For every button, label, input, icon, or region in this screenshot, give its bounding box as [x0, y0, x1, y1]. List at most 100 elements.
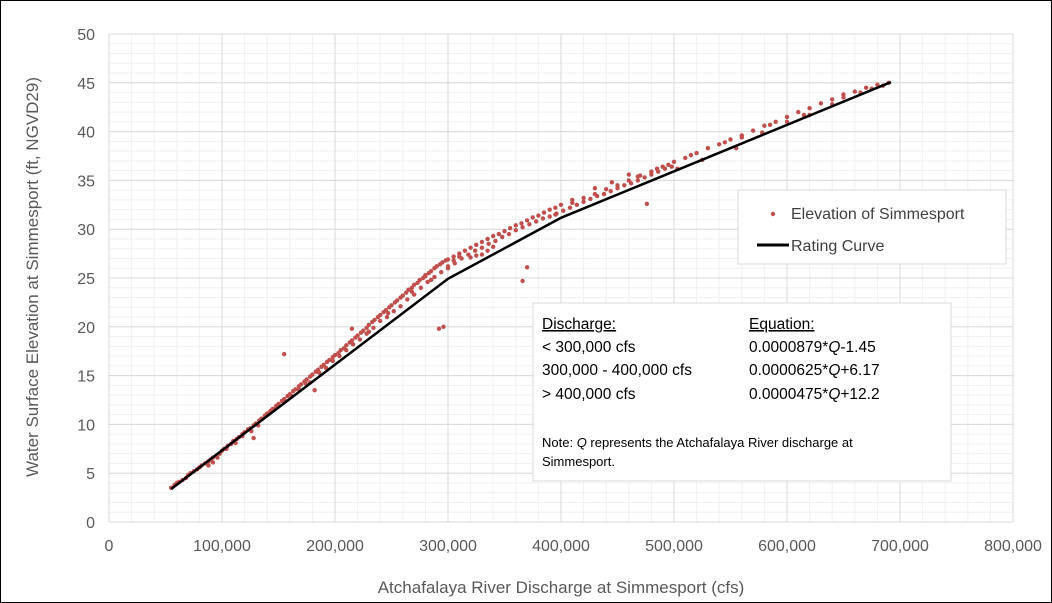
data-point	[312, 388, 317, 393]
data-point	[349, 326, 355, 331]
data-point	[541, 210, 547, 215]
data-point	[567, 205, 573, 210]
range-row-1: < 300,000 cfs	[542, 339, 636, 356]
y-axis-tick-labels: 0 5 10 15 20 25 30 35 40 45 50	[77, 27, 95, 532]
data-point	[428, 268, 434, 274]
data-point	[384, 314, 390, 320]
annotation-box	[532, 302, 952, 482]
data-point	[423, 272, 428, 278]
data-point	[784, 114, 790, 120]
data-point	[485, 236, 490, 242]
data-point	[796, 109, 801, 115]
data-point	[428, 277, 434, 283]
data-point	[372, 317, 377, 323]
data-point	[479, 239, 485, 245]
data-point	[519, 221, 524, 226]
data-point	[304, 377, 309, 382]
y-tick-label: 5	[86, 466, 95, 483]
data-point	[558, 202, 564, 207]
y-tick-label: 10	[77, 417, 95, 434]
data-point	[441, 324, 446, 329]
data-point	[615, 186, 620, 191]
data-point	[540, 216, 546, 221]
equation-row-2: 0.0000625*Q+6.17	[749, 362, 880, 379]
data-point	[536, 213, 541, 218]
rating-curve-line	[170, 80, 892, 490]
equation-row-1: 0.0000879*Q-1.45	[749, 339, 876, 356]
x-axis-tick-labels: 0 100,000 200,000 300,000 400,000 500,000 600,…	[105, 538, 1042, 555]
data-point	[310, 372, 315, 377]
data-point	[378, 318, 383, 324]
data-point	[338, 348, 343, 353]
data-point	[466, 252, 471, 257]
x-tick-label: 400,000	[532, 538, 590, 555]
data-point	[581, 195, 586, 201]
data-point	[728, 137, 733, 142]
data-point	[425, 279, 430, 285]
data-point	[474, 242, 479, 248]
range-row-2: 300,000 - 400,000 cfs	[542, 362, 692, 379]
rating-curve-path	[170, 80, 892, 490]
data-point	[472, 248, 478, 253]
data-point	[479, 252, 485, 257]
data-point	[432, 274, 437, 280]
data-point	[344, 348, 349, 353]
data-point	[440, 260, 445, 265]
y-tick-label: 25	[77, 271, 95, 288]
data-point	[462, 248, 468, 253]
data-point	[513, 223, 518, 228]
data-point	[445, 257, 451, 262]
data-point	[394, 298, 400, 303]
y-tick-label: 45	[77, 76, 95, 93]
data-point	[418, 285, 424, 290]
x-tick-label: 200,000	[306, 538, 364, 555]
data-point	[327, 357, 332, 363]
data-point	[863, 85, 869, 90]
data-point	[451, 254, 456, 259]
data-point	[349, 338, 355, 343]
data-point	[875, 82, 880, 87]
data-point	[405, 297, 410, 302]
x-tick-label: 100,000	[193, 538, 251, 555]
data-point	[400, 293, 405, 298]
data-point	[486, 241, 491, 247]
data-point	[717, 142, 722, 147]
data-point	[434, 264, 439, 269]
data-point	[553, 205, 558, 210]
data-point	[671, 159, 677, 165]
data-point	[683, 155, 688, 161]
data-point	[530, 215, 535, 220]
data-point	[493, 238, 498, 244]
data-point	[852, 89, 857, 94]
data-point	[398, 304, 403, 309]
y-tick-label: 35	[77, 173, 95, 190]
data-point	[417, 277, 422, 283]
range-row-3: > 400,000 cfs	[542, 386, 636, 403]
data-point	[655, 169, 661, 174]
legend-box	[737, 189, 1007, 265]
x-tick-label: 600,000	[758, 538, 816, 555]
note-line-2: Simmesport.	[542, 454, 615, 469]
y-tick-label: 40	[77, 125, 95, 142]
data-point	[574, 202, 580, 207]
equation-annotation: Discharge: Equation: < 300,000 cfs 0.000…	[532, 302, 952, 482]
data-point	[411, 282, 417, 288]
data-point	[644, 201, 650, 207]
data-point	[513, 227, 518, 233]
data-point	[391, 308, 396, 314]
data-point	[378, 312, 383, 318]
data-point	[452, 261, 457, 266]
data-point	[330, 358, 335, 364]
y-tick-label: 20	[77, 320, 95, 337]
data-point	[601, 191, 607, 197]
data-point	[364, 331, 369, 336]
y-tick-label: 50	[77, 27, 95, 44]
data-point	[662, 166, 668, 171]
data-point	[389, 303, 394, 308]
legend-entry-elevation: Elevation of Simmesport	[791, 206, 965, 223]
data-point	[705, 145, 711, 151]
data-point	[298, 382, 304, 387]
data-point	[649, 172, 654, 177]
data-point	[406, 287, 411, 292]
